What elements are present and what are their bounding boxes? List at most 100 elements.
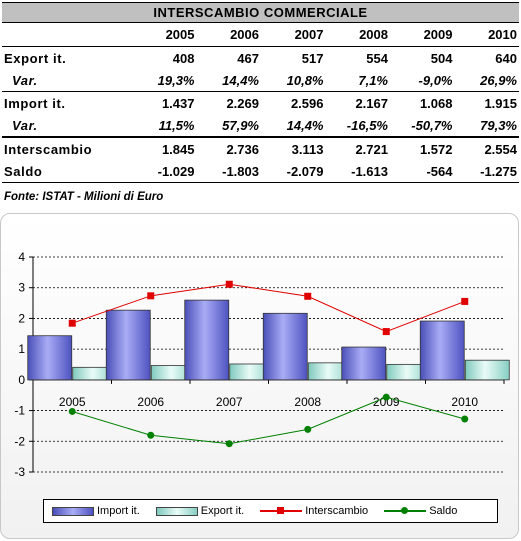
table-cell: 2.721 — [355, 141, 388, 157]
x-tick-label: 2010 — [451, 395, 478, 409]
point-saldo — [225, 440, 233, 448]
y-tick-label: 0 — [18, 373, 25, 387]
row-label: Var. — [12, 117, 38, 133]
table-cell: 7,1% — [358, 72, 388, 88]
legend-item-saldo: Saldo — [384, 505, 457, 517]
y-tick-label: 2 — [18, 311, 25, 325]
year-header: 2005 — [165, 27, 195, 42]
table-cell: -16,5% — [346, 117, 388, 133]
y-tick-label: 3 — [18, 281, 25, 295]
table-row-export: Export it. 408 467 517 554 504 640 — [2, 47, 519, 69]
point-interscambio — [225, 280, 233, 288]
table-cell: 79,3% — [480, 117, 517, 133]
table-cell: -1.803 — [222, 163, 259, 179]
legend-swatch-export — [155, 506, 198, 516]
y-tick-label: 4 — [18, 250, 25, 264]
y-tick-label: -1 — [14, 404, 25, 418]
legend-label: Export it. — [200, 505, 245, 517]
series-line-interscambio — [72, 283, 465, 333]
row-label: Import it. — [4, 95, 66, 111]
bar-import — [105, 309, 151, 381]
table-cell: 1.068 — [419, 95, 453, 111]
legend-item-interscambio: Interscambio — [260, 505, 368, 517]
x-tick-label: 2006 — [137, 395, 164, 409]
point-interscambio — [147, 292, 155, 300]
point-saldo — [68, 407, 76, 415]
point-saldo — [382, 393, 390, 401]
bar-import — [27, 335, 73, 381]
point-interscambio — [461, 297, 469, 305]
legend-item-export: Export it. — [155, 505, 245, 517]
table-row-import: Import it. 1.437 2.269 2.596 2.167 1.068… — [2, 92, 519, 114]
series-line-saldo — [72, 396, 465, 445]
table-cell: 408 — [172, 50, 195, 66]
row-label: Interscambio — [4, 141, 93, 157]
legend-label: Import it. — [97, 505, 140, 517]
year-header: 2006 — [230, 27, 259, 42]
table-cell: 3.113 — [291, 141, 324, 157]
bar-import — [419, 320, 465, 381]
table-cell: 1.915 — [484, 95, 517, 111]
legend-item-import: Import it. — [52, 505, 140, 517]
table-cell: 2.554 — [484, 141, 517, 157]
y-tick-label: -2 — [14, 434, 25, 448]
legend-swatch-import — [52, 506, 94, 516]
table-row-saldo: Saldo -1.029 -1.803 -2.079 -1.613 -564 -… — [2, 160, 519, 183]
row-label: Var. — [12, 72, 38, 88]
bar-export — [464, 359, 510, 381]
table-cell: 57,9% — [222, 117, 259, 133]
point-interscambio — [68, 319, 76, 327]
point-interscambio — [382, 328, 390, 336]
table-cell: 1.572 — [419, 141, 453, 157]
x-tick-label: 2005 — [59, 395, 86, 409]
table-cell: 1.437 — [161, 95, 195, 111]
table-row-import-var: Var. 11,5% 57,9% 14,4% -16,5% -50,7% 79,… — [2, 114, 519, 138]
y-tick-label: 1 — [18, 342, 25, 356]
row-label: Export it. — [4, 50, 67, 66]
legend-label: Saldo — [429, 505, 458, 517]
legend-line-saldo — [384, 505, 427, 517]
row-label: Saldo — [4, 163, 43, 179]
table-cell: -1.613 — [351, 163, 388, 179]
point-saldo — [304, 425, 312, 433]
table-cell: 504 — [430, 50, 453, 66]
year-header: 2008 — [359, 27, 388, 42]
table-cell: 467 — [237, 50, 259, 66]
year-header: 2010 — [488, 27, 517, 42]
legend-label: Interscambio — [305, 505, 369, 517]
table-row-export-var: Var. 19,3% 14,4% 10,8% 7,1% -9,0% 26,9% — [2, 69, 519, 92]
table-cell: 517 — [301, 50, 324, 66]
table-cell: -564 — [426, 163, 453, 179]
x-tick-label: 2009 — [373, 395, 400, 409]
table-cell: -2.079 — [286, 163, 324, 179]
point-saldo — [147, 431, 155, 439]
bar-import — [341, 346, 387, 381]
table-cell: 2.596 — [290, 95, 324, 111]
legend-line-interscambio — [260, 505, 303, 517]
table-cell: 10,8% — [286, 72, 324, 88]
table-cell: 11,5% — [158, 117, 195, 133]
table-cell: -1.275 — [480, 163, 517, 179]
table-cell: 1.845 — [161, 141, 195, 157]
x-tick-label: 2008 — [294, 395, 321, 409]
x-tick-label: 2007 — [216, 395, 243, 409]
table-cell: 26,9% — [480, 72, 517, 88]
table-cell: 14,4% — [286, 117, 324, 133]
table-cell: -1.029 — [157, 163, 195, 179]
table-cell: 19,3% — [157, 72, 195, 88]
table-header-row: 2005 2006 2007 2008 2009 2010 — [2, 23, 519, 47]
table-cell: 2.269 — [226, 95, 259, 111]
year-header: 2009 — [423, 27, 453, 42]
y-tick-label: -3 — [14, 465, 25, 479]
year-header: 2007 — [294, 27, 324, 42]
table-cell: 640 — [495, 50, 517, 66]
table-cell: -9,0% — [418, 72, 453, 88]
point-interscambio — [304, 292, 312, 300]
table-cell: -50,7% — [411, 117, 453, 133]
table-cell: 14,4% — [222, 72, 259, 88]
bar-import — [262, 312, 308, 381]
point-saldo — [461, 415, 469, 423]
trade-table: INTERSCAMBIO COMMERCIALE 2005 2006 2007 … — [2, 2, 519, 183]
table-cell: 554 — [366, 50, 388, 66]
